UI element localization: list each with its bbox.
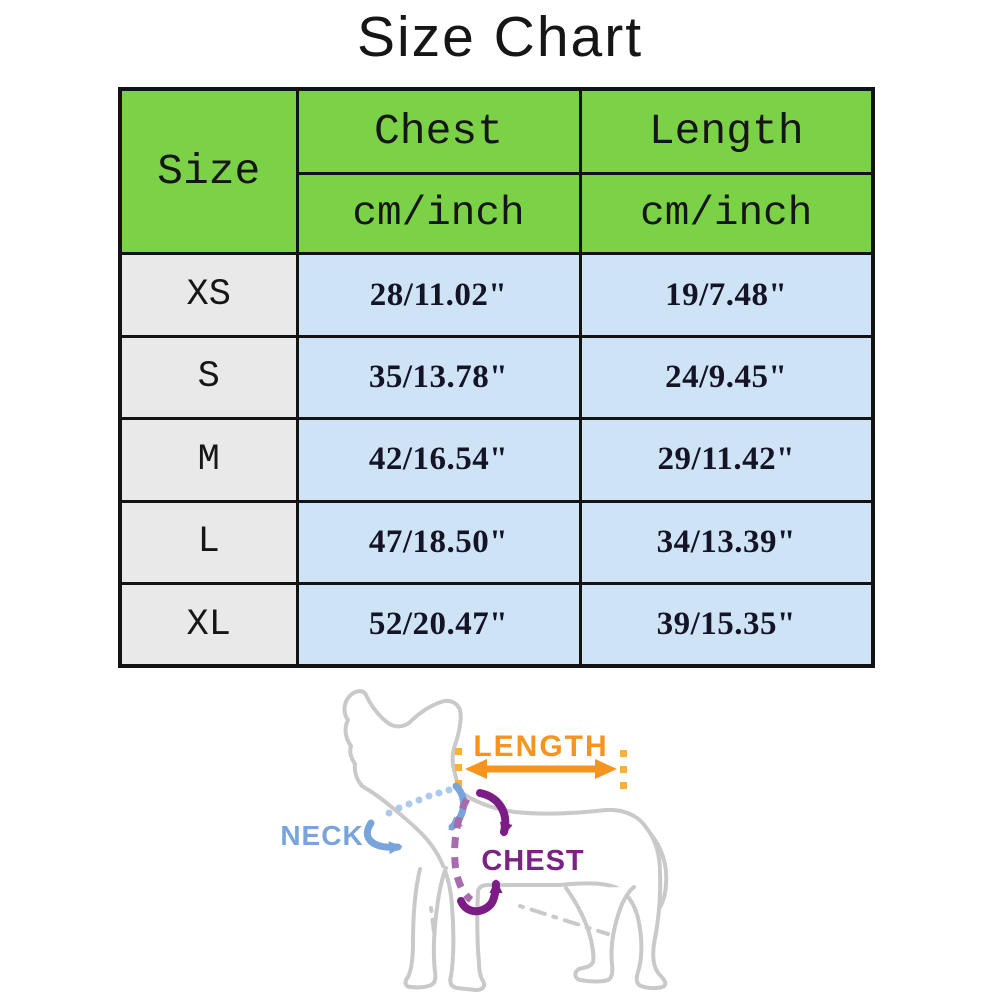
length-value: 34/13.39" <box>578 499 875 586</box>
header-row-2: cm/inch cm/inch <box>120 172 875 256</box>
dog-body <box>342 689 668 992</box>
unit-length: cm/inch <box>578 172 875 256</box>
front-guide-line <box>429 906 436 934</box>
header-chest: Chest <box>295 87 582 176</box>
chest-dashed-arc <box>451 797 474 903</box>
chest-value: 47/18.50" <box>295 499 582 586</box>
length-dotted-line-left <box>455 748 462 787</box>
chest-value: 28/11.02" <box>295 252 582 338</box>
neck-arrow-right <box>363 819 403 855</box>
dog-near-hind-leg <box>564 885 636 984</box>
table-row-xl: XL 52/20.47" 39/15.35" <box>118 582 875 668</box>
length-annotation: LENGTH <box>455 730 627 789</box>
size-chart-table: Size Chest Length cm/inch cm/inch XS 28/… <box>118 87 875 668</box>
length-label: LENGTH <box>473 730 608 763</box>
chest-value: 52/20.47" <box>295 582 582 668</box>
chest-value: 42/16.54" <box>295 417 582 503</box>
length-arrowhead-left <box>465 759 487 779</box>
size-label: L <box>118 499 299 586</box>
chest-arrow-bottom <box>457 879 503 916</box>
chest-label: CHEST <box>481 845 584 877</box>
neck-dotted-arc <box>385 786 453 817</box>
header-size: Size <box>118 87 299 256</box>
dog-outline <box>342 689 669 992</box>
table-row-s: S 35/13.78" 24/9.45" <box>118 334 875 421</box>
header-length: Length <box>578 87 875 176</box>
length-value: 19/7.48" <box>578 252 875 338</box>
chest-value: 35/13.78" <box>295 334 582 421</box>
dog-far-front-leg <box>403 866 448 990</box>
hind-guide-line <box>518 904 610 936</box>
size-label: S <box>118 334 299 421</box>
chest-annotation: CHEST <box>451 789 584 916</box>
length-arrowhead-right <box>595 759 617 779</box>
table-row-l: L 47/18.50" 34/13.39" <box>118 499 875 586</box>
table-row-xs: XS 28/11.02" 19/7.48" <box>118 252 875 338</box>
length-value: 24/9.45" <box>578 334 875 421</box>
table-row-m: M 42/16.54" 29/11.42" <box>118 417 875 503</box>
page-title: Size Chart <box>356 5 644 69</box>
length-dotted-line-right <box>620 750 627 789</box>
size-label: M <box>118 417 299 503</box>
length-value: 29/11.42" <box>578 417 875 503</box>
length-value: 39/15.35" <box>578 582 875 668</box>
size-label: XL <box>118 582 299 668</box>
neck-label: NECK <box>280 820 363 851</box>
unit-chest: cm/inch <box>295 172 582 256</box>
neck-annotation: NECK <box>280 782 467 855</box>
header-row-1: Size Chest Length <box>118 87 875 256</box>
chest-arrow-top <box>476 789 513 837</box>
size-label: XS <box>118 252 299 338</box>
